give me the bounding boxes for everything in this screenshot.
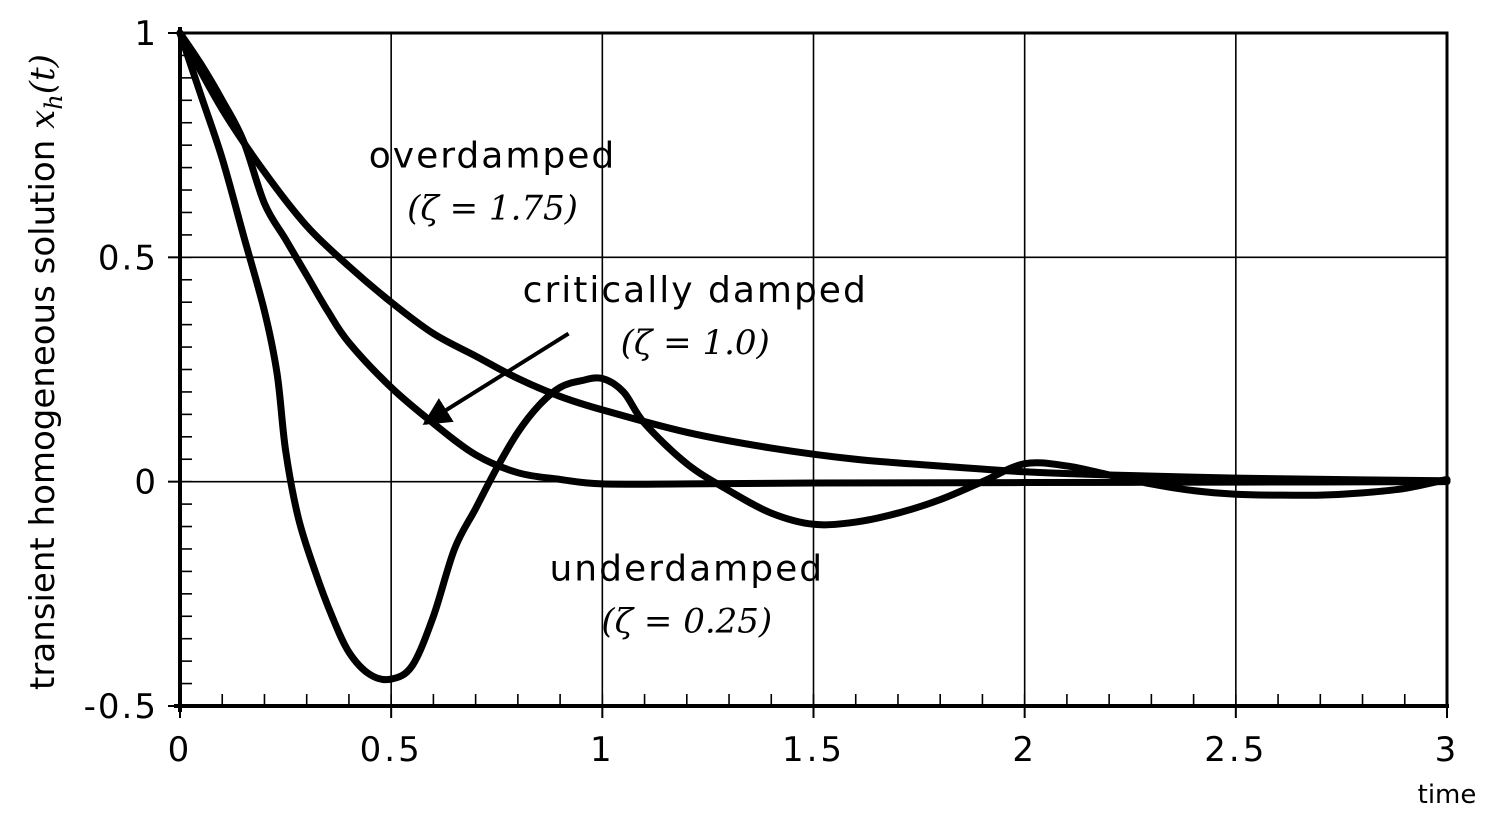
annotation-zeta-overdamped: (ζ = 1.75) — [407, 189, 578, 229]
series-line-overdamped — [176, 29, 1451, 485]
x-tick-label: 0 — [168, 730, 193, 770]
y-tick-label: 0.5 — [98, 238, 158, 278]
x-tick-label: 1 — [590, 730, 615, 770]
tick-labels: 10.50-0.50 0.5 1 1.5 2 2.5 3 — [84, 14, 1460, 770]
x-tick-label: 3 — [1435, 730, 1460, 770]
y-tick-label: 0 — [134, 463, 158, 503]
x-axis-label: time — [1418, 780, 1477, 810]
annotation-label-critically-damped: critically damped — [523, 270, 868, 311]
annotation-arrow-critically-damped — [422, 331, 570, 426]
x-tick-label: 2.5 — [1204, 730, 1267, 770]
x-tick-label: 2 — [1012, 730, 1037, 770]
y-tick-label: 1 — [134, 14, 158, 54]
series-lines — [176, 29, 1451, 684]
annotation-label-underdamped: underdamped — [549, 548, 824, 589]
x-tick-label: 1.5 — [782, 730, 845, 770]
annotation-zeta-underdamped: (ζ = 0.25) — [601, 601, 772, 641]
series-line-underdamped — [176, 29, 1451, 684]
x-tick-label: 0.5 — [360, 730, 423, 770]
series-line-critically-damped — [176, 29, 1451, 488]
minor-ticks — [168, 32, 1448, 718]
y-axis-label: transient homogeneous solution xh(t) — [23, 54, 68, 690]
y-tick-label: -0.5 — [84, 687, 158, 727]
annotations: overdamped (ζ = 1.75) critically damped (ζ … — [369, 136, 868, 642]
annotation-label-overdamped: overdamped — [369, 136, 616, 177]
annotation-zeta-critically-damped: (ζ = 1.0) — [621, 323, 770, 363]
plot-frame — [174, 27, 1449, 712]
